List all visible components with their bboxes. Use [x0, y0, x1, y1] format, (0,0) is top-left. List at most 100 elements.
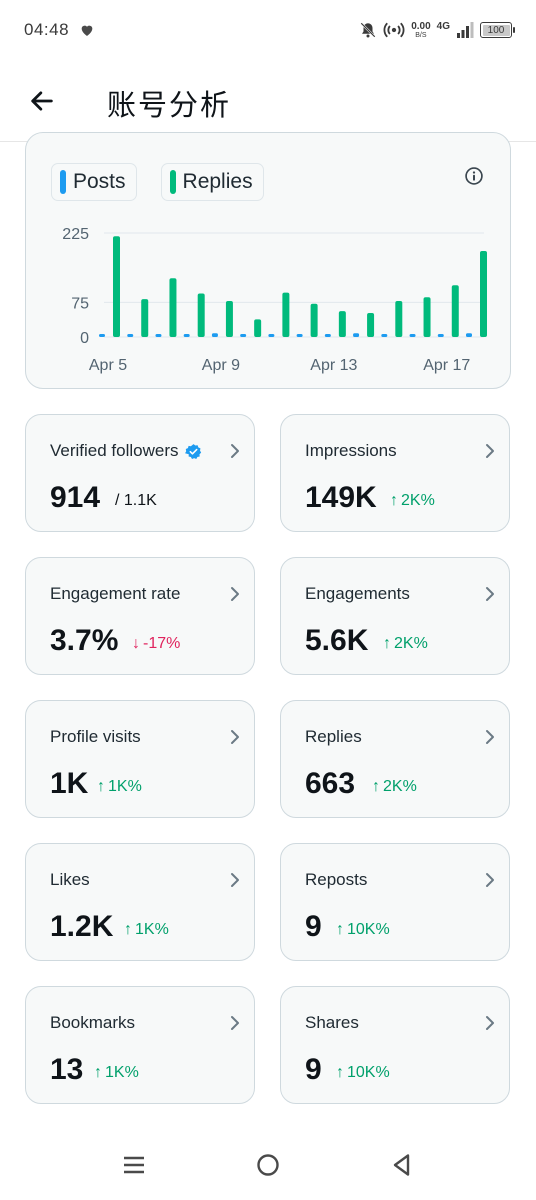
arrow-up-icon: ↑	[372, 778, 380, 795]
arrow-up-icon: ↑	[390, 492, 398, 509]
chevron-right-icon	[231, 730, 239, 744]
metric-delta-text: 10K%	[347, 1064, 390, 1081]
network-type: 4G	[436, 20, 450, 32]
posts-bar	[409, 334, 416, 337]
replies-bar	[113, 236, 120, 337]
metric-delta: ↑ 10K%	[336, 1064, 390, 1082]
metric-delta-text: 2K%	[401, 492, 435, 509]
chevron-right-icon	[486, 1016, 494, 1030]
y-tick-label: 0	[80, 330, 89, 347]
x-tick-label: Apr 13	[310, 357, 357, 374]
page-title: 账号分析	[107, 88, 232, 122]
y-tick-label: 225	[62, 226, 89, 243]
replies-bar	[451, 285, 459, 337]
metric-delta-text: 2K%	[394, 635, 428, 652]
metric-card-shares[interactable]: Shares 9 ↑ 10K%	[280, 986, 510, 1104]
back-triangle-icon[interactable]	[387, 1150, 417, 1180]
metric-label: Likes	[50, 870, 90, 890]
metric-label-text: Bookmarks	[50, 1013, 136, 1032]
info-icon[interactable]	[464, 166, 484, 186]
metric-label-text: Shares	[305, 1013, 359, 1032]
chart-legend: Posts Replies	[51, 163, 264, 201]
back-button[interactable]	[26, 85, 58, 117]
metric-label-text: Likes	[50, 870, 90, 889]
metric-card-replies[interactable]: Replies 663 ↑ 2K%	[280, 700, 510, 818]
replies-bar	[169, 278, 177, 337]
metric-value: 1.2K	[50, 910, 114, 943]
posts-swatch	[60, 170, 66, 194]
legend-posts[interactable]: Posts	[51, 163, 137, 201]
metric-delta-text: 10K%	[347, 921, 390, 938]
metric-label-text: Replies	[305, 727, 362, 746]
chart-card: 225 75 0 Apr 5 Apr 9 Apr 13 Apr 17 Posts Repli…	[25, 132, 511, 389]
metric-card-reposts[interactable]: Reposts 9 ↑ 10K%	[280, 843, 510, 961]
metric-label: Profile visits	[50, 727, 141, 747]
home-circle-icon[interactable]	[253, 1150, 283, 1180]
header: 账号分析	[0, 60, 536, 142]
net-speed-unit: B/S	[415, 31, 427, 39]
legend-replies-label: Replies	[182, 170, 253, 193]
arrow-up-icon: ↑	[124, 921, 132, 938]
metric-card-engagements[interactable]: Engagements 5.6K ↑ 2K%	[280, 557, 510, 675]
metric-value: 5.6K	[305, 624, 369, 657]
posts-bar	[353, 333, 360, 337]
posts-bar	[437, 334, 444, 337]
replies-bar	[282, 292, 290, 337]
metric-card-likes[interactable]: Likes 1.2K ↑ 1K%	[25, 843, 255, 961]
metric-value: 663	[305, 767, 356, 800]
metric-value: 149K	[305, 481, 377, 514]
battery-icon: 100	[480, 22, 515, 38]
heart-icon	[81, 25, 93, 36]
chevron-right-icon	[486, 873, 494, 887]
replies-bar	[480, 251, 487, 337]
metric-value: 9	[305, 910, 322, 943]
net-speed-value: 0.00	[411, 20, 431, 32]
posts-bar	[211, 333, 218, 337]
metric-value: 13	[50, 1053, 84, 1086]
posts-bar	[466, 333, 472, 337]
metric-delta: ↑ 2K%	[390, 492, 435, 510]
menu-icon[interactable]	[119, 1150, 149, 1180]
arrow-up-icon: ↑	[336, 1064, 344, 1081]
posts-bar	[183, 334, 190, 337]
legend-replies[interactable]: Replies	[160, 163, 264, 201]
metric-delta: ↑ 1K%	[97, 778, 142, 796]
metric-delta-text: 2K%	[383, 778, 417, 795]
chevron-right-icon	[486, 444, 494, 458]
metric-card-bookmarks[interactable]: Bookmarks 13 ↑ 1K%	[25, 986, 255, 1104]
chevron-right-icon	[486, 730, 494, 744]
metric-label: Reposts	[305, 870, 367, 890]
metric-delta-text: 1K%	[135, 921, 169, 938]
verified-badge-icon	[184, 443, 201, 459]
metric-total: / 1.1K	[115, 492, 157, 509]
metric-label-text: Reposts	[305, 870, 368, 889]
hotspot-icon	[383, 22, 405, 38]
metric-card-engagement-rate[interactable]: Engagement rate 3.7% ↓ -17%	[25, 557, 255, 675]
metric-delta: ↑ 1K%	[124, 921, 169, 939]
metric-label-text: Engagement rate	[50, 584, 181, 603]
metric-label-text: Impressions	[305, 441, 397, 460]
metric-card-impressions[interactable]: Impressions 149K ↑ 2K%	[280, 414, 510, 532]
metric-delta: ↓ -17%	[132, 635, 180, 653]
metric-value: 3.7%	[50, 624, 119, 657]
metric-label: Impressions	[305, 441, 397, 461]
metric-delta: ↑ 2K%	[383, 635, 428, 653]
x-tick-label: Apr 9	[202, 357, 240, 374]
posts-bar	[324, 334, 331, 337]
chevron-right-icon	[231, 444, 239, 458]
net-speed: 0.00 B/S	[411, 20, 431, 39]
metric-value: 9	[305, 1053, 322, 1086]
metric-delta-text: 1K%	[108, 778, 142, 795]
metric-card-profile-visits[interactable]: Profile visits 1K ↑ 1K%	[25, 700, 255, 818]
metric-delta: ↑ 2K%	[372, 778, 417, 796]
status-icons: 0.00 B/S 4G 100	[359, 17, 515, 43]
metric-label: Engagements	[305, 584, 410, 604]
metric-card-verified-followers[interactable]: Verified followers 914 / 1.1K	[25, 414, 255, 532]
posts-bar	[381, 334, 388, 337]
metric-delta: ↑ 10K%	[336, 921, 390, 939]
arrow-left-icon	[31, 91, 53, 111]
replies-bar	[225, 300, 233, 337]
replies-bar	[423, 297, 431, 337]
metric-label: Engagement rate	[50, 584, 180, 604]
status-bar: 04:48 0.00 B/S 4G 100	[0, 0, 536, 60]
